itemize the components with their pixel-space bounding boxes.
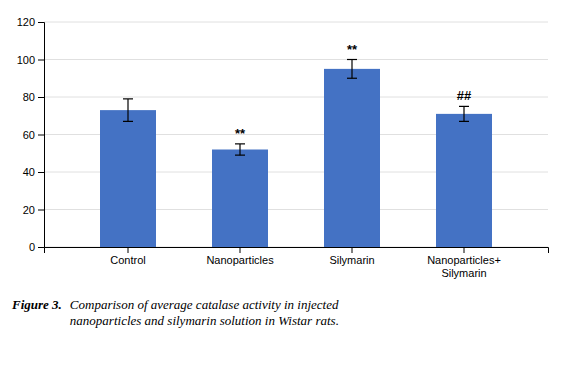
y-tick-label: 100	[17, 54, 35, 66]
grid-line	[44, 59, 548, 60]
error-cap	[347, 78, 357, 79]
x-tick-mark	[464, 247, 465, 253]
bar	[100, 110, 156, 247]
error-cap	[235, 155, 245, 156]
chart: 0 20 40 60 80 100 120 Control Nanoparticles Silym…	[0, 0, 564, 387]
y-tick: 60	[23, 129, 44, 141]
y-tick-mark	[38, 97, 44, 98]
x-tick-label: Silymarin	[329, 254, 374, 266]
y-tick-mark	[38, 172, 44, 173]
x-tick-mark	[240, 247, 241, 253]
error-bars	[123, 60, 469, 156]
y-tick-label: 0	[29, 241, 35, 253]
x-tick-label-line: Silymarin	[441, 267, 486, 279]
y-tick: 40	[23, 166, 44, 178]
marks	[100, 60, 492, 248]
y-axis-line	[38, 23, 45, 248]
error-bar	[127, 99, 128, 122]
y-tick-mark	[38, 210, 44, 211]
plot: 0 20 40 60 80 100 120 Control Nanoparticles Silym…	[17, 16, 549, 279]
x-tick-label-line: Silymarin	[329, 254, 374, 266]
error-cap	[123, 98, 133, 99]
caption-line: nanoparticles and silymarin solution in …	[70, 313, 339, 328]
error-cap	[459, 121, 469, 122]
y-tick-label: 60	[23, 129, 35, 141]
caption: Figure 3. Comparison of average catalase …	[11, 297, 339, 328]
caption-text: Comparison of average catalase activity …	[70, 297, 339, 328]
y-tick-label: 40	[23, 166, 35, 178]
error-bar	[351, 60, 352, 79]
bar	[212, 150, 268, 248]
y-tick: 80	[23, 91, 44, 103]
x-tick-label-line: Nanoparticles+	[427, 254, 501, 266]
error-cap	[347, 59, 357, 60]
caption-line: Comparison of average catalase activity …	[70, 297, 339, 312]
y-tick: 20	[23, 204, 44, 216]
x-tick: Control	[110, 247, 145, 266]
y-tick-mark	[38, 22, 44, 23]
grid-line	[44, 97, 548, 98]
annotation: **	[347, 42, 358, 57]
error-cap	[235, 143, 245, 144]
grid	[44, 22, 548, 247]
annotations: ** ** ##	[235, 42, 472, 141]
y-tick: 0	[29, 241, 44, 253]
x-tick-label: Nanoparticles	[206, 254, 274, 266]
x-tick-label: Nanoparticles+Silymarin	[427, 254, 501, 279]
y-axis: 0 20 40 60 80 100 120	[17, 16, 45, 253]
caption-title: Figure 3.	[11, 297, 62, 312]
grid-line	[44, 22, 548, 23]
y-tick-mark	[38, 60, 44, 61]
x-tick-label: Control	[110, 254, 145, 266]
y-tick-label: 80	[23, 91, 35, 103]
bar	[436, 114, 492, 247]
error-cap	[123, 121, 133, 122]
y-tick-mark	[38, 247, 44, 248]
y-tick-label: 120	[17, 16, 35, 28]
x-tick-label-line: Control	[110, 254, 145, 266]
x-tick: Silymarin	[329, 247, 374, 266]
error-bar	[463, 106, 464, 121]
y-tick-label: 20	[23, 204, 35, 216]
y-tick: 100	[17, 54, 44, 66]
y-tick-mark	[38, 135, 44, 136]
annotation: ##	[457, 88, 472, 103]
bar	[324, 69, 380, 247]
x-axis-line	[45, 248, 549, 254]
annotation: **	[235, 126, 246, 141]
x-tick: Nanoparticles+Silymarin	[427, 247, 501, 279]
error-cap	[459, 106, 469, 107]
x-tick-label-line: Nanoparticles	[206, 254, 274, 266]
x-tick-mark	[128, 247, 129, 253]
x-tick-mark	[352, 247, 353, 253]
y-tick: 120	[17, 16, 44, 28]
x-tick: Nanoparticles	[206, 247, 274, 266]
error-bar	[239, 144, 240, 155]
x-axis: ControlNanoparticlesSilymarinNanoparticl…	[45, 247, 549, 279]
